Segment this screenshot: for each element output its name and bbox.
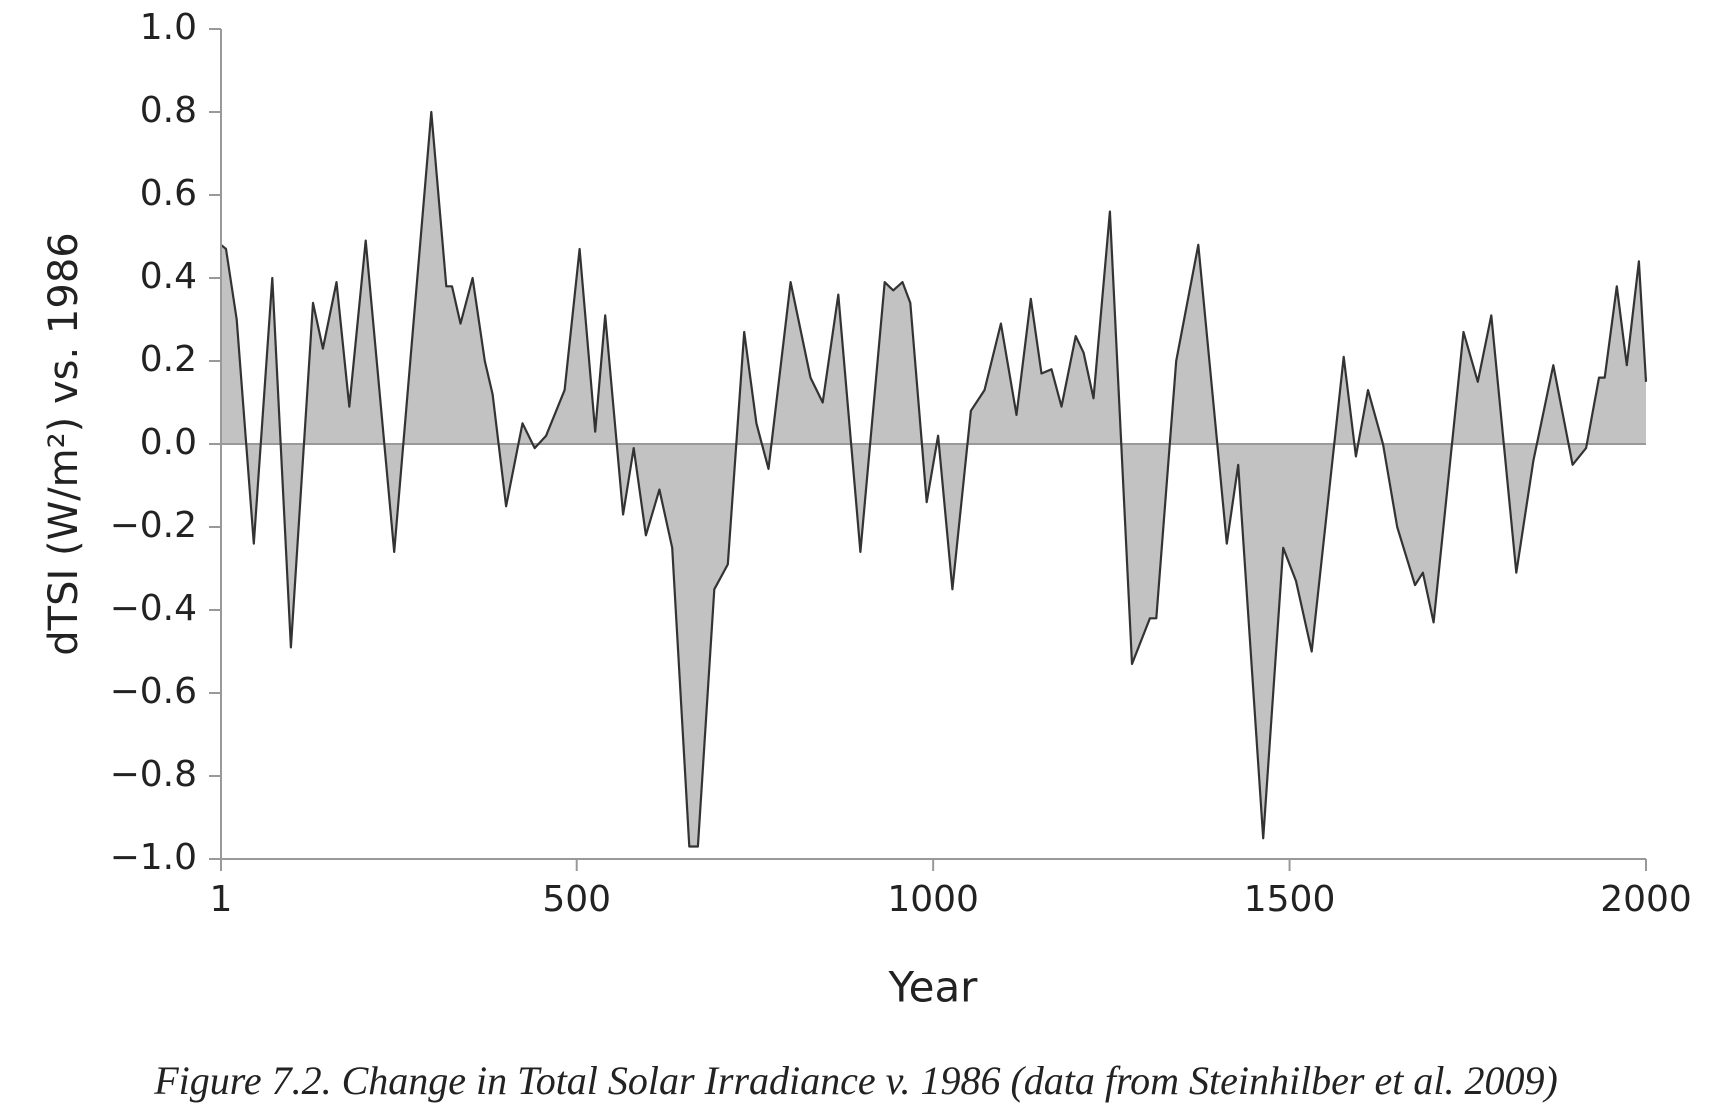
y-tick-label: −1.0 [110, 837, 197, 878]
y-tick-label: −0.4 [110, 588, 197, 629]
y-tick-label: 1.0 [140, 7, 197, 48]
x-tick-label: 1500 [1244, 879, 1336, 920]
y-tick-label: 0.0 [140, 422, 197, 463]
x-tick-label: 1 [210, 879, 233, 920]
y-tick-label: −0.8 [110, 754, 197, 795]
y-tick-label: 0.6 [140, 173, 197, 214]
area [221, 112, 1646, 847]
caption: Figure 7.2. Change in Total Solar Irradi… [153, 1058, 1558, 1103]
y-tick-label: −0.2 [110, 505, 197, 546]
x-tick-label: 1000 [887, 879, 979, 920]
x-tick-label: 2000 [1600, 879, 1692, 920]
y-tick-label: −0.6 [110, 671, 197, 712]
line [220, 110, 1648, 848]
x-axis-label: Year [888, 963, 979, 1012]
y-tick-label: 0.4 [140, 256, 197, 297]
x-tick-label: 500 [542, 879, 611, 920]
y-axis-label: dTSI (W/m²) vs. 1986 [41, 232, 87, 655]
y-tick-label: 0.8 [140, 90, 197, 131]
y-tick-label: 0.2 [140, 339, 197, 380]
